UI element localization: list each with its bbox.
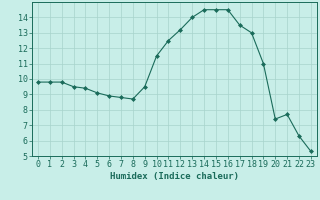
X-axis label: Humidex (Indice chaleur): Humidex (Indice chaleur) [110,172,239,181]
